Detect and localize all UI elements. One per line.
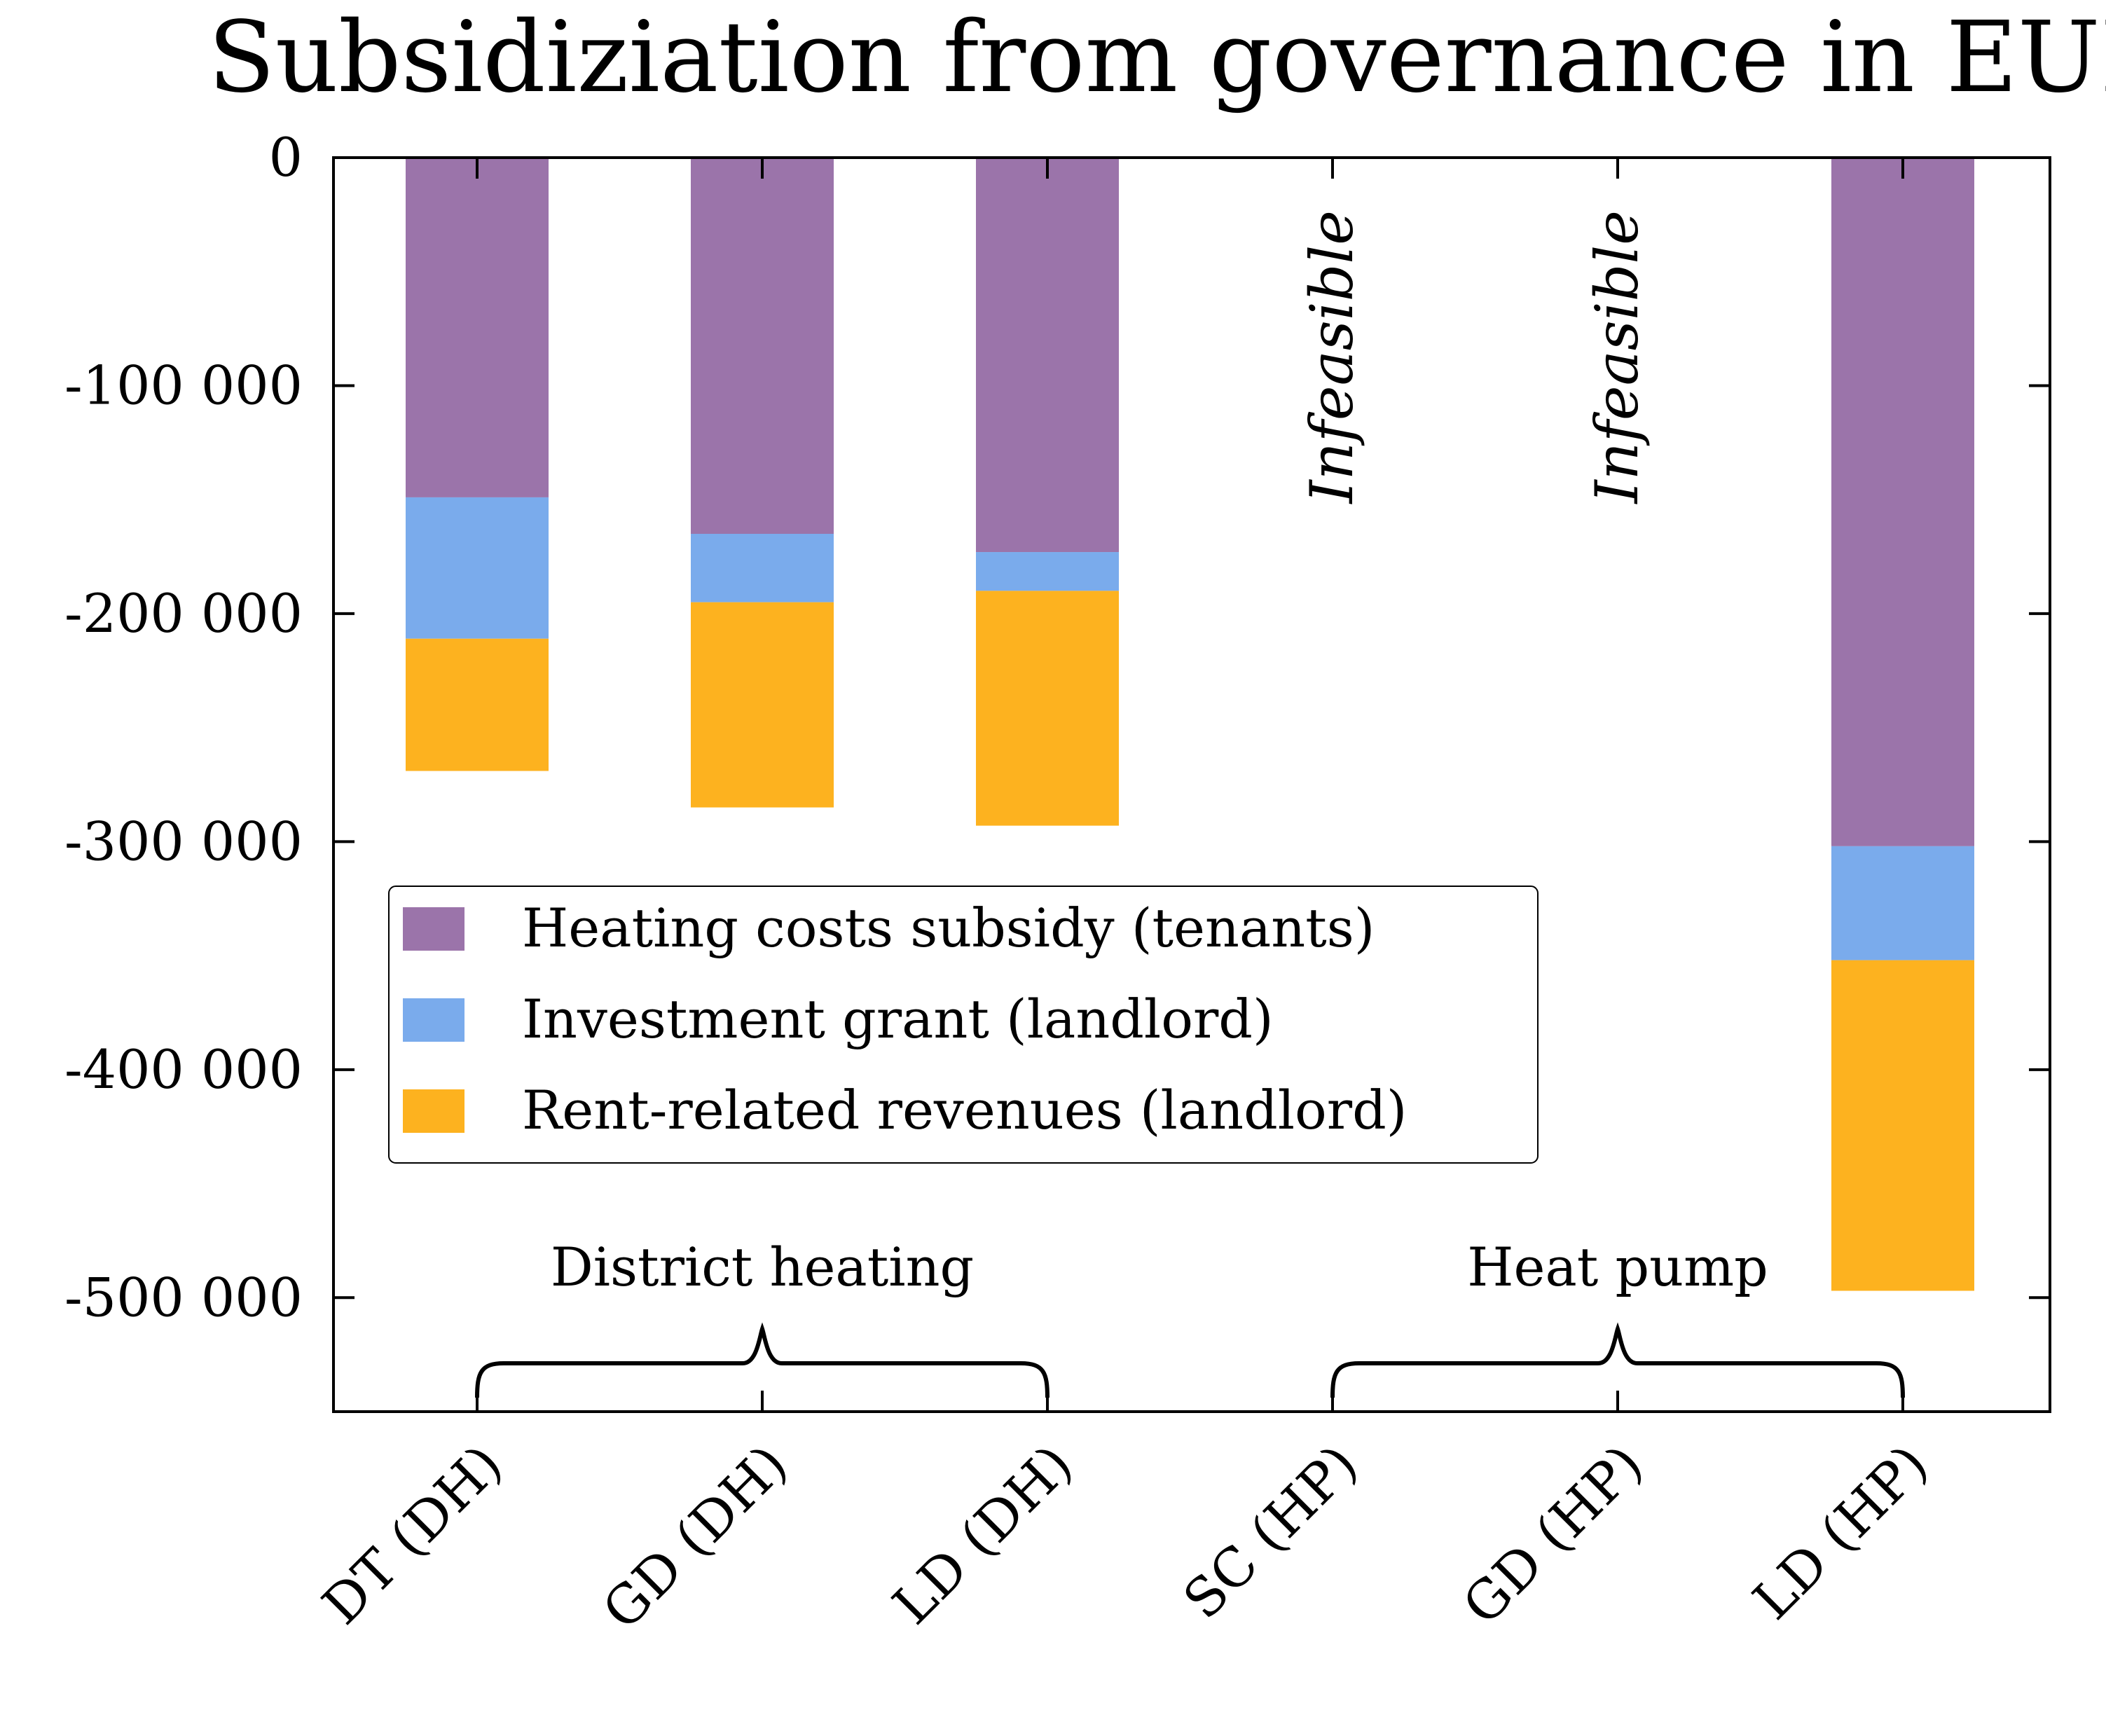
infeasible-annotation: Infeasible — [1298, 210, 1366, 504]
bar-2-5 — [1831, 960, 1974, 1291]
legend-label: Rent-related revenues (landlord) — [522, 1079, 1407, 1141]
y-tick-label: -300 000 — [64, 810, 303, 872]
y-tick-label: -400 000 — [64, 1038, 303, 1101]
bar-2-0 — [406, 638, 549, 771]
x-tick-label: GD (DH) — [591, 1433, 799, 1641]
group-brace — [1330, 1322, 1905, 1398]
bar-1-0 — [406, 497, 549, 639]
annotations-layer: Infeasible Infeasible — [1298, 210, 1651, 504]
y-tick-label: -500 000 — [64, 1266, 303, 1328]
bar-2-1 — [691, 602, 834, 808]
infeasible-annotation: Infeasible — [1583, 210, 1651, 504]
chart-title: Subsidiziation from governance in EUR — [208, 1, 2106, 115]
bar-0-1 — [691, 158, 834, 534]
bar-2-2 — [976, 591, 1119, 826]
legend-label: Heating costs subsidy (tenants) — [522, 897, 1375, 959]
y-tick-label: -100 000 — [64, 354, 303, 416]
bars-layer — [406, 158, 1974, 1291]
legend-label: Investment grant (landlord) — [522, 988, 1274, 1050]
bar-0-0 — [406, 158, 549, 497]
bar-0-5 — [1831, 158, 1974, 846]
x-tick-label: DT (DH) — [310, 1433, 514, 1637]
legend-box — [388, 886, 1539, 1164]
group-label: District heating — [551, 1236, 974, 1298]
legend-swatch — [403, 1089, 464, 1133]
group-braces-layer: District heating Heat pump — [475, 1236, 1905, 1398]
bar-1-1 — [691, 534, 834, 602]
bar-1-5 — [1831, 846, 1974, 960]
legend: Heating costs subsidy (tenants) Investmen… — [388, 886, 1539, 1164]
x-tick-label: SC (HP) — [1171, 1433, 1370, 1631]
x-tick-label: GD (HP) — [1451, 1433, 1655, 1637]
bar-1-2 — [976, 552, 1119, 591]
y-tick-label: 0 — [269, 126, 303, 188]
y-tick-label: -200 000 — [64, 582, 303, 645]
x-tick-label: LD (DH) — [881, 1433, 1085, 1637]
x-tick-label: LD (HP) — [1741, 1433, 1940, 1632]
legend-swatch — [403, 998, 464, 1042]
legend-swatch — [403, 907, 464, 951]
bar-0-2 — [976, 158, 1119, 553]
group-label: Heat pump — [1467, 1236, 1768, 1298]
group-brace — [475, 1322, 1049, 1398]
plot-area — [332, 156, 2051, 1413]
